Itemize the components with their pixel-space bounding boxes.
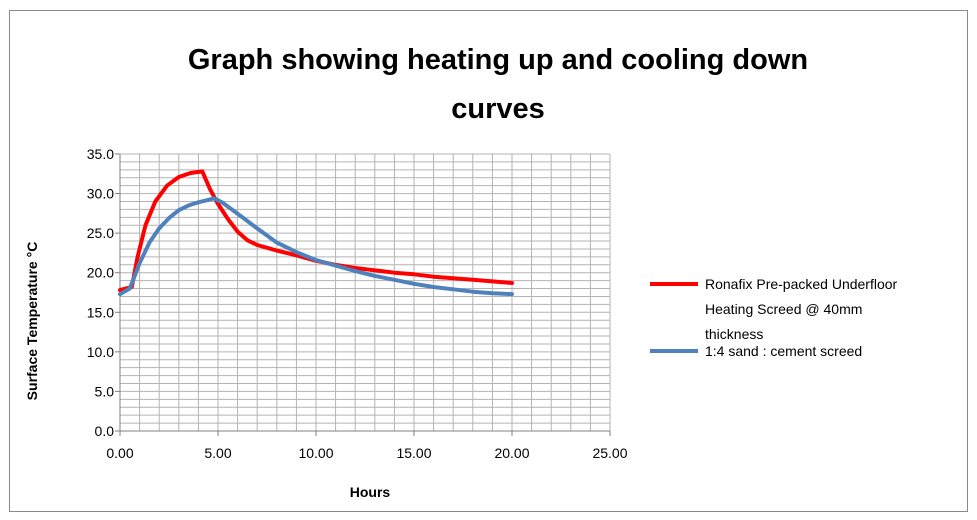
- legend-label: Ronafix Pre-packed Underfloor: [705, 276, 898, 292]
- y-axis-title: Surface Temperature °C: [24, 242, 40, 401]
- y-tick-label: 25.0: [87, 225, 114, 241]
- series-line-1: [118, 169, 514, 293]
- series-line-2: [118, 196, 514, 297]
- y-tick-label: 20.0: [87, 265, 114, 281]
- tick-labels: 0.0 5.0 10.0 15.0 20.0 25.0 30.0 35.0 0.00 5.00 10…: [87, 146, 628, 461]
- series-lines: [118, 169, 514, 297]
- y-tick-label: 30.0: [87, 186, 114, 202]
- x-tick-label: 20.00: [494, 445, 529, 461]
- x-tick-label: 0.00: [106, 445, 133, 461]
- x-axis-title: Hours: [350, 484, 391, 500]
- legend: Ronafix Pre-packed Underfloor Heating Scr…: [650, 276, 898, 359]
- chart-title-line-2: curves: [451, 93, 545, 125]
- y-tick-label: 5.0: [95, 383, 115, 399]
- gridlines: [119, 153, 611, 432]
- y-tick-label: 0.0: [95, 423, 115, 439]
- x-tick-label: 25.00: [592, 445, 627, 461]
- x-tick-label: 10.00: [298, 445, 333, 461]
- chart-area: Graph showing heating up and cooling dow…: [9, 10, 968, 512]
- axes: [115, 153, 611, 436]
- line-chart: Graph showing heating up and cooling dow…: [24, 44, 898, 500]
- y-tick-label: 15.0: [87, 304, 114, 320]
- y-tick-label: 10.0: [87, 344, 114, 360]
- y-tick-label: 35.0: [87, 146, 114, 162]
- legend-label: 1:4 sand : cement screed: [705, 343, 862, 359]
- chart-title-line-1: Graph showing heating up and cooling dow…: [188, 44, 808, 76]
- legend-label: thickness: [705, 326, 763, 342]
- legend-label: Heating Screed @ 40mm: [705, 301, 862, 317]
- x-tick-label: 15.00: [396, 445, 431, 461]
- x-tick-label: 5.00: [204, 445, 231, 461]
